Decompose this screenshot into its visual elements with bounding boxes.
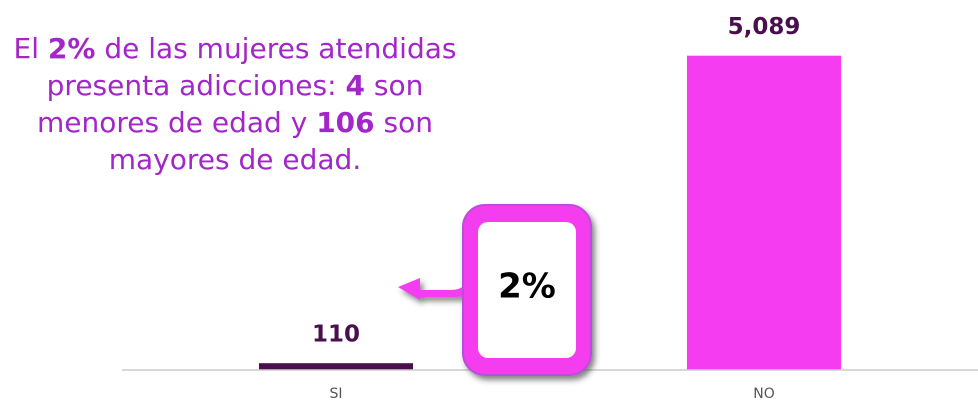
bar	[258, 363, 414, 370]
annotation-part: El	[13, 32, 48, 65]
callout-inner	[478, 222, 576, 358]
annotation-part: de las mujeres atendidas presenta adicci…	[46, 32, 457, 102]
bar	[686, 55, 842, 370]
annotation-part: 2%	[47, 32, 96, 65]
data-label: 110	[312, 322, 360, 348]
annotation-part: 106	[316, 106, 375, 139]
callout-text: 2%	[498, 267, 556, 307]
x-tick-label: NO	[753, 386, 775, 401]
annotation-part: son mayores de edad.	[108, 106, 434, 176]
callout	[398, 204, 592, 376]
callout-arrow	[398, 270, 478, 300]
annotation: El 2% de las mujeres atendidas presenta …	[10, 30, 460, 178]
x-tick-label: SI	[329, 386, 342, 401]
annotation-part: 4	[345, 69, 365, 102]
data-label: 5,089	[728, 14, 801, 40]
annotation-part: son menores de edad y	[36, 69, 424, 139]
